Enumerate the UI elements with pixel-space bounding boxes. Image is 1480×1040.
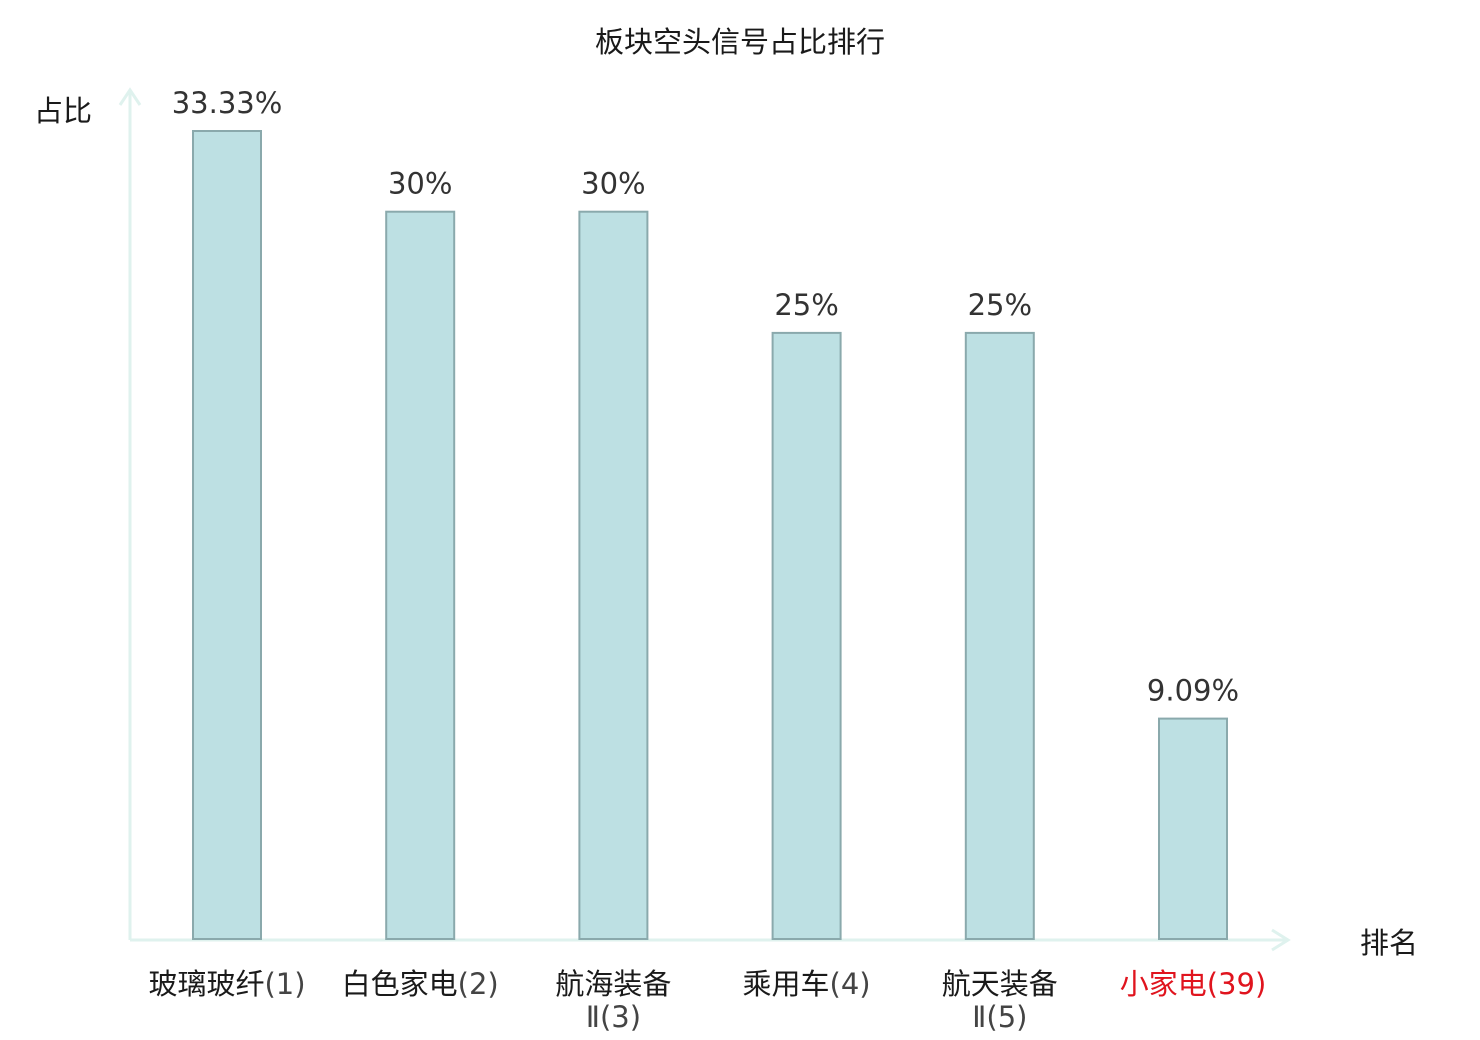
value-label-5: 25% xyxy=(968,288,1032,322)
category-label-3: 航海装备 Ⅱ(3) xyxy=(555,967,671,1034)
bar-5 xyxy=(964,331,1035,940)
category-rank: (4) xyxy=(830,967,871,1001)
value-label-3: 30% xyxy=(581,167,645,201)
category-label-5: 航天装备 Ⅱ(5) xyxy=(942,967,1058,1034)
category-rank: (1) xyxy=(264,967,305,1001)
category-label-4: 乘用车(4) xyxy=(743,967,871,1001)
value-label-2: 30% xyxy=(388,167,452,201)
category-name: 航海装备 xyxy=(555,967,671,1001)
bar-2 xyxy=(385,210,456,940)
value-label-1: 33.33% xyxy=(172,86,283,120)
category-label-2: 白色家电(2) xyxy=(342,967,499,1001)
category-rank: Ⅱ(5) xyxy=(972,1000,1027,1034)
axes xyxy=(118,87,1291,952)
y-axis-arrow xyxy=(118,87,142,106)
value-label-4: 25% xyxy=(774,288,838,322)
category-rank: (39) xyxy=(1207,967,1267,1001)
bar-1 xyxy=(192,130,262,940)
category-label-1: 玻璃玻纤(1) xyxy=(148,967,305,1001)
chart-title: 板块空头信号占比排行 xyxy=(595,25,885,59)
y-axis-label: 占比 xyxy=(34,94,92,128)
category-rank: (2) xyxy=(458,967,499,1001)
category-name: 小家电 xyxy=(1120,967,1207,1001)
category-name: 乘用车 xyxy=(743,967,830,1001)
category-name: 航天装备 xyxy=(942,967,1058,1001)
x-axis-label: 排名 xyxy=(1360,926,1418,960)
category-label-6: 小家电(39) xyxy=(1120,967,1267,1001)
category-labels-group: 玻璃玻纤(1) 白色家电(2) 航海装备 Ⅱ(3)乘用车(4) 航天装备 Ⅱ(5)小家电(… xyxy=(148,967,1266,1034)
bar-4 xyxy=(771,331,842,940)
category-rank: Ⅱ(3) xyxy=(586,1000,641,1034)
value-label-6: 9.09% xyxy=(1147,674,1239,708)
category-name: 玻璃玻纤 xyxy=(148,967,264,1001)
bar-6 xyxy=(1158,717,1228,940)
category-name: 白色家电 xyxy=(342,967,458,1001)
bars-group xyxy=(192,130,1228,940)
x-axis-arrow xyxy=(1271,928,1291,952)
bar-3 xyxy=(578,210,649,940)
value-labels-group: 33.33% 30% 30% 25% 25% 9.09% xyxy=(172,86,1239,708)
